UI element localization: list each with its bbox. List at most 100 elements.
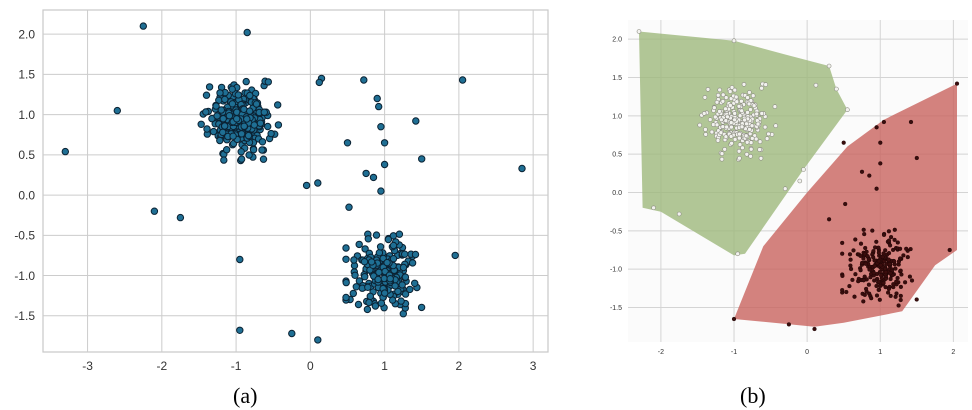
data-point xyxy=(236,255,244,264)
data-point xyxy=(705,87,711,92)
data-point xyxy=(719,117,724,123)
data-point xyxy=(740,145,745,151)
data-point xyxy=(375,268,383,276)
data-point xyxy=(223,146,231,154)
data-point xyxy=(728,120,734,125)
data-point xyxy=(757,139,763,144)
data-point xyxy=(371,302,380,310)
data-point xyxy=(861,278,866,283)
data-point xyxy=(864,286,869,291)
data-point xyxy=(715,92,721,98)
data-point xyxy=(342,278,350,287)
data-point xyxy=(845,107,850,112)
data-point xyxy=(703,127,708,132)
data-point xyxy=(898,268,903,273)
data-point xyxy=(342,255,350,263)
data-point xyxy=(898,246,903,251)
data-point xyxy=(739,108,744,114)
data-point xyxy=(891,247,896,252)
y-tick-label: 1.5 xyxy=(18,68,35,82)
data-point xyxy=(873,245,878,250)
data-point xyxy=(249,146,258,154)
data-point xyxy=(264,78,272,86)
data-point xyxy=(840,240,845,245)
data-point xyxy=(349,289,357,298)
data-point xyxy=(364,283,372,291)
x-tick-label: 2 xyxy=(951,349,955,356)
data-point xyxy=(383,258,391,267)
data-point xyxy=(751,103,757,108)
data-point xyxy=(746,101,752,107)
data-point xyxy=(732,117,737,123)
data-point xyxy=(720,124,726,129)
data-point xyxy=(871,270,876,275)
data-point xyxy=(850,277,855,282)
x-tick-label: -3 xyxy=(82,359,93,373)
scatter-chart-a: -3 -2 -1 0 1 2 3 -1.5 -1.0 -0.5 0.0 0.5 1.0 1.5 2.0 xyxy=(14,9,549,373)
data-point xyxy=(856,279,861,284)
chart-panel-a: -3 -2 -1 0 1 2 3 -1.5 -1.0 -0.5 0.0 0.5 1.0 1.5 2.0 xyxy=(14,9,549,373)
x-tick-label: 3 xyxy=(530,359,537,373)
data-point xyxy=(399,263,408,272)
data-point xyxy=(361,245,369,253)
data-point xyxy=(418,155,426,163)
data-point xyxy=(252,100,261,108)
scatter-chart-b: -2 -1 0 1 2 -1.5 -1.0 -0.5 0.0 0.5 1.0 1.5 2.0 xyxy=(610,20,968,356)
data-point xyxy=(874,239,879,244)
data-point xyxy=(209,127,218,136)
data-point xyxy=(892,259,897,264)
y-tick-label: 1.0 xyxy=(612,113,622,120)
data-point xyxy=(914,297,919,302)
data-point xyxy=(389,241,398,250)
data-point xyxy=(773,123,778,128)
data-point xyxy=(717,87,722,93)
data-point xyxy=(750,93,756,98)
y-tick-label: 0.5 xyxy=(18,148,35,162)
data-point xyxy=(880,254,885,259)
data-point xyxy=(859,169,865,174)
data-point xyxy=(225,112,234,120)
data-point xyxy=(898,293,903,298)
data-point xyxy=(865,254,870,259)
data-point xyxy=(355,277,364,285)
data-point xyxy=(374,275,382,284)
data-point xyxy=(709,129,715,135)
data-point xyxy=(737,113,743,118)
data-point xyxy=(274,121,283,129)
data-point xyxy=(888,276,893,282)
data-point xyxy=(202,91,211,99)
data-point xyxy=(883,270,888,275)
data-point xyxy=(858,241,864,246)
grid xyxy=(43,10,548,352)
data-point xyxy=(861,227,866,232)
data-point xyxy=(365,298,373,307)
data-point xyxy=(748,154,753,159)
data-point xyxy=(202,108,210,116)
data-point xyxy=(237,130,246,138)
data-point xyxy=(748,140,754,145)
data-point xyxy=(747,127,752,132)
data-point xyxy=(243,28,251,37)
data-point xyxy=(707,117,713,122)
data-point xyxy=(244,131,253,140)
data-point xyxy=(898,284,903,289)
data-point xyxy=(914,155,919,161)
data-point xyxy=(61,147,70,156)
data-point xyxy=(750,136,755,141)
data-point xyxy=(878,140,883,145)
data-point xyxy=(389,255,398,263)
data-point xyxy=(250,121,259,129)
data-point xyxy=(742,117,747,123)
data-point xyxy=(264,122,272,131)
data-point xyxy=(909,278,915,283)
data-point xyxy=(888,293,893,298)
data-point xyxy=(363,305,372,314)
data-point xyxy=(849,266,854,272)
data-point xyxy=(877,269,882,275)
data-point xyxy=(221,122,229,130)
data-point xyxy=(748,146,754,152)
data-point xyxy=(176,213,185,222)
data-point xyxy=(733,94,739,100)
data-point xyxy=(758,156,764,161)
data-point xyxy=(861,299,866,304)
